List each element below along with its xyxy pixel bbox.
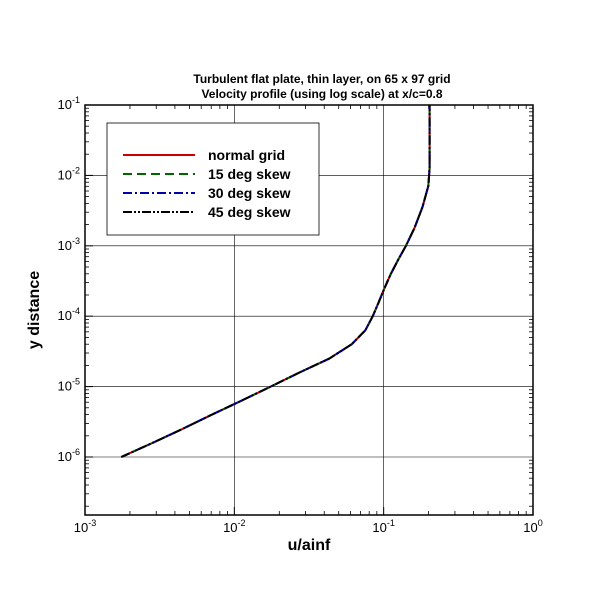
x-tick-base: 10 <box>223 520 237 535</box>
y-tick-base: 10 <box>58 379 72 394</box>
y-tick-labels: 10-610-510-410-310-210-1 <box>58 95 80 464</box>
x-axis-label: u/ainf <box>288 537 331 554</box>
y-tick-exponent: -5 <box>72 377 80 387</box>
x-tick-labels: 10-3 10-2 10-1 100 <box>74 518 543 535</box>
x-tick-label: 10-2 <box>223 518 245 535</box>
y-tick-label: 10-1 <box>58 95 80 112</box>
plot-area-frame <box>84 104 534 516</box>
y-tick-label: 10-2 <box>58 165 80 182</box>
y-tick-exponent: -1 <box>72 95 80 105</box>
legend-label: 30 deg skew <box>208 185 291 201</box>
legend-label: 15 deg skew <box>208 166 291 182</box>
y-tick-base: 10 <box>58 308 72 323</box>
chart-subtitle: Velocity profile (using log scale) at x/… <box>201 87 442 101</box>
x-tick-base: 10 <box>372 520 386 535</box>
x-tick-base: 10 <box>523 520 537 535</box>
y-tick-exponent: -3 <box>72 236 80 246</box>
series-line-45-deg-skew <box>120 105 431 458</box>
series-lines <box>120 105 431 458</box>
x-tick-exponent: -1 <box>387 518 395 528</box>
x-tick-base: 10 <box>74 520 88 535</box>
y-tick-base: 10 <box>58 449 72 464</box>
x-tick-label: 100 <box>523 518 542 535</box>
x-tick-exponent: 0 <box>538 518 543 528</box>
y-tick-base: 10 <box>58 167 72 182</box>
y-tick-exponent: -6 <box>72 447 80 457</box>
x-tick-exponent: -3 <box>88 518 96 528</box>
legend-label: normal grid <box>208 147 285 163</box>
legend-label: 45 deg skew <box>208 204 291 220</box>
legend-box <box>106 122 320 236</box>
y-tick-label: 10-4 <box>58 306 80 323</box>
x-tick-label: 10-1 <box>372 518 394 535</box>
y-tick-base: 10 <box>58 238 72 253</box>
y-tick-exponent: -4 <box>72 306 80 316</box>
x-tick-exponent: -2 <box>238 518 246 528</box>
y-tick-label: 10-5 <box>58 377 80 394</box>
legend-entries: normal grid 15 deg skew 30 deg skew 45 deg … <box>123 147 291 220</box>
y-axis-label: y distance <box>26 271 43 349</box>
y-tick-label: 10-3 <box>58 236 80 253</box>
chart-title: Turbulent flat plate, thin layer, on 65 … <box>193 72 450 86</box>
y-tick-base: 10 <box>58 97 72 112</box>
y-tick-label: 10-6 <box>58 447 80 464</box>
x-tick-label: 10-3 <box>74 518 96 535</box>
legend: normal grid 15 deg skew 30 deg skew 45 deg … <box>106 122 320 236</box>
y-tick-exponent: -2 <box>72 165 80 175</box>
